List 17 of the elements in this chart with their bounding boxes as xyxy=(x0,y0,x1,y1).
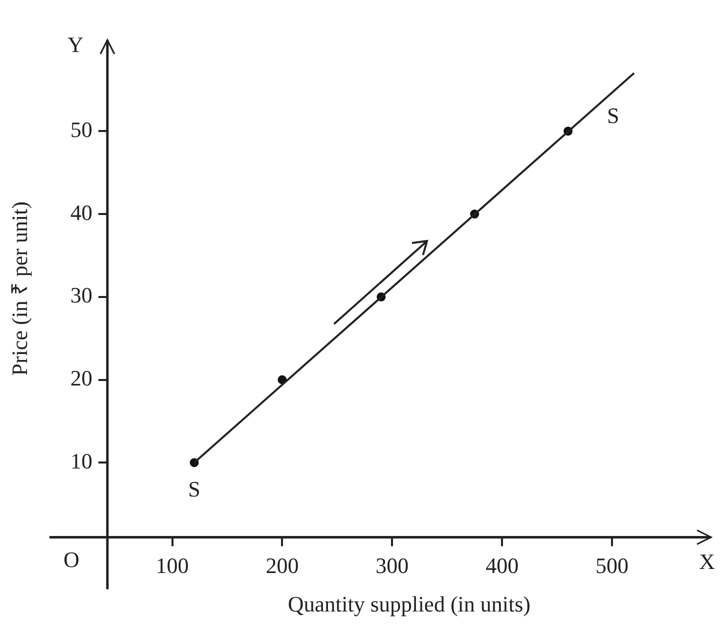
x-axis-title: Quantity supplied (in units) xyxy=(288,592,530,617)
text: Y xyxy=(67,32,84,57)
y-axis-title: Price (in ₹ per unit) xyxy=(6,201,32,376)
x-tick-label: 300 xyxy=(376,553,409,578)
y-tick-label: 30 xyxy=(70,282,92,308)
y-tick-label: 10 xyxy=(70,448,92,474)
x-tick-label: 500 xyxy=(596,553,629,578)
x-tick-label: 400 xyxy=(486,553,519,578)
text: O xyxy=(63,546,80,572)
x-tick-label: 100 xyxy=(156,553,189,578)
y-tick-label: 20 xyxy=(70,366,92,391)
x-tick-label: 200 xyxy=(266,553,299,578)
text: X xyxy=(699,548,716,574)
y-tick-label: 50 xyxy=(70,116,92,142)
annotation: S xyxy=(188,476,200,502)
y-tick-label: 40 xyxy=(70,200,92,225)
annotation: S xyxy=(606,102,620,128)
